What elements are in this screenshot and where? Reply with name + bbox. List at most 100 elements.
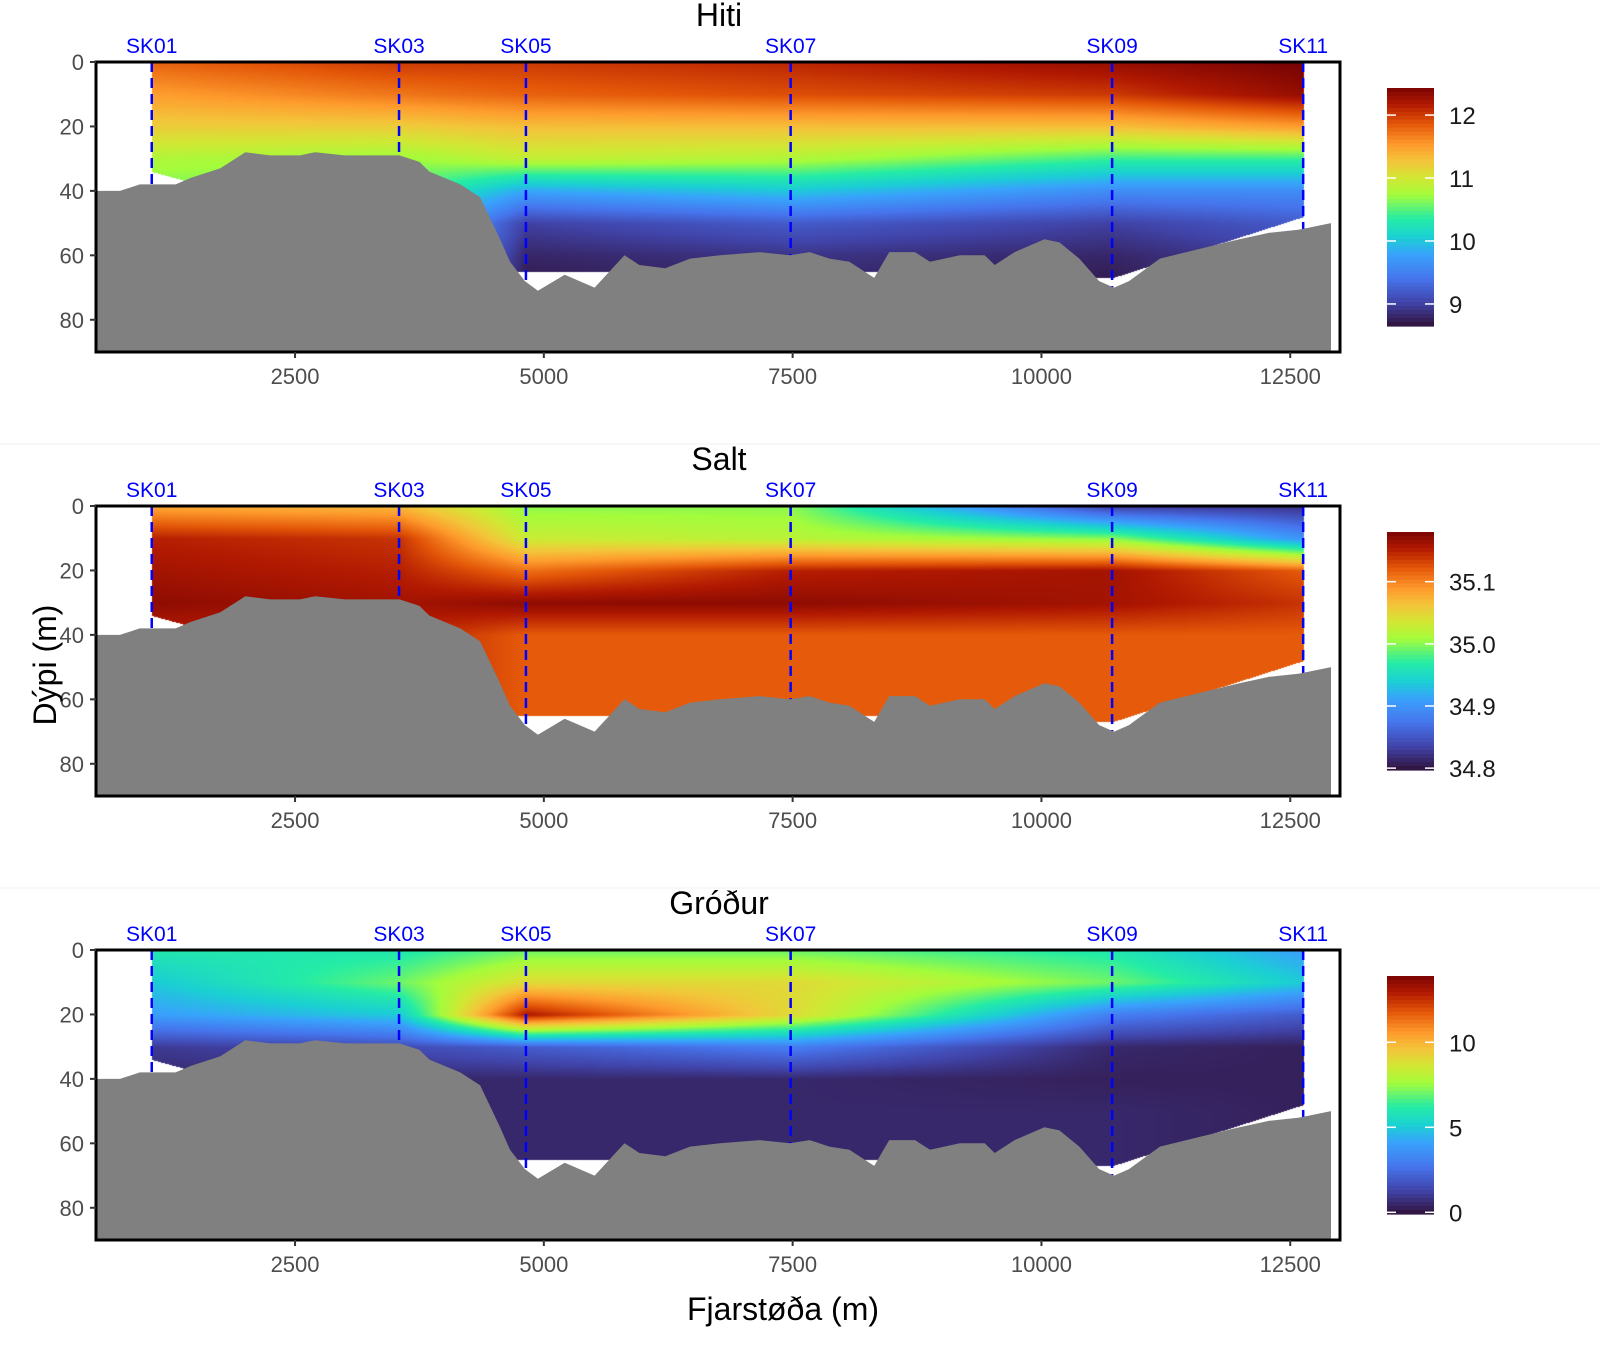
x-tick-label: 2500 bbox=[271, 808, 320, 833]
colorbar-segment bbox=[1387, 583, 1434, 589]
colorbar-segment bbox=[1387, 1019, 1434, 1025]
y-tick-label: 60 bbox=[60, 243, 84, 268]
colorbar-segment bbox=[1387, 163, 1434, 168]
colorbar-segment bbox=[1387, 1206, 1434, 1211]
colorbar-segment bbox=[1387, 1047, 1434, 1052]
x-axis-label: Fjarstøða (m) bbox=[687, 1291, 879, 1327]
colorbar-segment bbox=[1387, 1142, 1434, 1148]
y-tick-label: 40 bbox=[60, 1067, 84, 1092]
colorbar-segment bbox=[1387, 250, 1434, 256]
colorbar-segment bbox=[1387, 1051, 1434, 1056]
colorbar-segment bbox=[1387, 690, 1434, 696]
colorbar-tick-label: 34.9 bbox=[1449, 694, 1496, 721]
colorbar-segment bbox=[1387, 651, 1434, 656]
colorbar-segment bbox=[1387, 1130, 1434, 1136]
colorbar-segment bbox=[1387, 99, 1434, 105]
colorbar-segment bbox=[1387, 539, 1434, 545]
x-tick-label: 10000 bbox=[1011, 808, 1072, 833]
colorbar-segment bbox=[1387, 139, 1434, 145]
colorbar-segment bbox=[1387, 175, 1434, 180]
colorbar-segment bbox=[1387, 999, 1434, 1005]
colorbar-segment bbox=[1387, 115, 1434, 121]
colorbar-segment bbox=[1387, 298, 1434, 303]
colorbar-segment bbox=[1387, 1162, 1434, 1167]
station-label: SK01 bbox=[126, 923, 177, 946]
colorbar-segment bbox=[1387, 730, 1434, 735]
colorbar-segment bbox=[1387, 238, 1434, 244]
colorbar-tick-label: 12 bbox=[1449, 103, 1476, 130]
x-tick-label: 2500 bbox=[271, 1252, 320, 1277]
colorbar-segment bbox=[1387, 547, 1434, 553]
colorbar-segment bbox=[1387, 183, 1434, 188]
station-label: SK01 bbox=[126, 479, 177, 502]
colorbar-segment bbox=[1387, 199, 1434, 204]
colorbar-segment bbox=[1387, 1091, 1434, 1096]
station-label: SK01 bbox=[126, 35, 177, 58]
colorbar-segment bbox=[1387, 1190, 1434, 1195]
colorbar-segment bbox=[1387, 1138, 1434, 1144]
colorbar-segment bbox=[1387, 1126, 1434, 1132]
colorbar-segment bbox=[1387, 1154, 1434, 1160]
colorbar-segment bbox=[1387, 88, 1434, 93]
colorbar-segment bbox=[1387, 127, 1434, 133]
colorbar-segment bbox=[1387, 674, 1434, 680]
colorbar-tick-label: 0 bbox=[1449, 1200, 1462, 1227]
y-tick-label: 20 bbox=[60, 1002, 84, 1027]
x-tick-label: 5000 bbox=[519, 1252, 568, 1277]
colorbar-segment bbox=[1387, 702, 1434, 708]
colorbar-segment bbox=[1387, 203, 1434, 208]
colorbar-tick-label: 9 bbox=[1449, 292, 1462, 319]
colorbar-segment bbox=[1387, 571, 1434, 577]
colorbar-tick-label: 5 bbox=[1449, 1115, 1462, 1142]
colorbar-segment bbox=[1387, 290, 1434, 295]
plot-frame bbox=[94, 948, 1342, 1242]
colorbar-segment bbox=[1387, 191, 1434, 196]
colorbar-segment bbox=[1387, 742, 1434, 747]
colorbar-segment bbox=[1387, 179, 1434, 184]
colorbar-segment bbox=[1387, 266, 1434, 272]
colorbar-segment bbox=[1387, 718, 1434, 723]
colorbar-segment bbox=[1387, 1015, 1434, 1021]
colorbar-segment bbox=[1387, 274, 1434, 279]
colorbar-segment bbox=[1387, 103, 1434, 109]
station-label: SK11 bbox=[1278, 35, 1328, 58]
colorbar-segment bbox=[1387, 738, 1434, 743]
station-label: SK09 bbox=[1086, 479, 1137, 502]
x-tick-label: 10000 bbox=[1011, 364, 1072, 389]
colorbar-segment bbox=[1387, 107, 1434, 113]
colorbar-segment bbox=[1387, 647, 1434, 652]
colorbar-segment bbox=[1387, 1067, 1434, 1072]
colorbar-segment bbox=[1387, 210, 1434, 216]
colorbar-segment bbox=[1387, 1118, 1434, 1124]
station-label: SK09 bbox=[1086, 35, 1137, 58]
x-tick-label: 5000 bbox=[519, 808, 568, 833]
colorbar-segment bbox=[1387, 123, 1434, 129]
colorbar-segment bbox=[1387, 147, 1434, 153]
colorbar-segment bbox=[1387, 639, 1434, 644]
colorbar-segment bbox=[1387, 1098, 1434, 1104]
y-tick-label: 0 bbox=[72, 50, 84, 75]
station-label: SK03 bbox=[373, 923, 424, 946]
colorbar-segment bbox=[1387, 234, 1434, 240]
colorbar-segment bbox=[1387, 706, 1434, 712]
colorbar-segment bbox=[1387, 575, 1434, 581]
colorbar-segment bbox=[1387, 555, 1434, 561]
colorbar-segment bbox=[1387, 1059, 1434, 1064]
colorbar-tick-label: 10 bbox=[1449, 229, 1476, 256]
colorbar-segment bbox=[1387, 551, 1434, 557]
colorbar-segment bbox=[1387, 1039, 1434, 1045]
colorbar-segment bbox=[1387, 662, 1434, 668]
x-tick-label: 7500 bbox=[768, 1252, 817, 1277]
colorbar-segment bbox=[1387, 258, 1434, 264]
colorbar-segment bbox=[1387, 1122, 1434, 1128]
colorbar-segment bbox=[1387, 579, 1434, 585]
colorbar-segment bbox=[1387, 1055, 1434, 1060]
colorbar-segment bbox=[1387, 1166, 1434, 1171]
x-tick-label: 10000 bbox=[1011, 1252, 1072, 1277]
colorbar-segment bbox=[1387, 230, 1434, 236]
colorbar-segment bbox=[1387, 532, 1434, 537]
colorbar-segment bbox=[1387, 262, 1434, 268]
colorbar-segment bbox=[1387, 1150, 1434, 1156]
colorbar-segment bbox=[1387, 1170, 1434, 1175]
colorbar-segment bbox=[1387, 995, 1434, 1001]
